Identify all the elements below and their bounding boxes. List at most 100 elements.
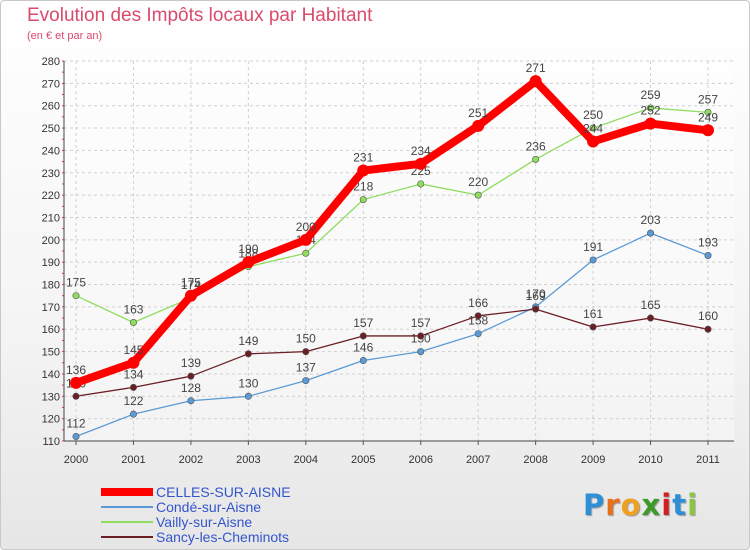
y-tick-label: 270 — [42, 78, 60, 90]
data-label: 231 — [353, 151, 373, 165]
data-point — [242, 256, 255, 269]
y-tick-label: 220 — [42, 190, 60, 202]
data-point — [72, 433, 80, 441]
data-label: 163 — [123, 303, 143, 317]
y-tick-label: 120 — [42, 414, 60, 426]
data-point — [414, 157, 427, 170]
y-tick-label: 200 — [42, 235, 60, 247]
data-label: 203 — [641, 213, 661, 227]
data-point — [129, 410, 137, 418]
y-tick-label: 110 — [42, 436, 60, 448]
data-point — [704, 108, 712, 116]
x-tick-label: 2001 — [121, 454, 145, 466]
legend-item: Sancy-les-Cheminots — [101, 530, 361, 545]
data-label: 128 — [181, 381, 201, 395]
x-tick-label: 2009 — [581, 454, 605, 466]
data-point — [589, 323, 597, 331]
data-point — [472, 119, 485, 132]
data-label: 112 — [66, 417, 85, 431]
data-label: 249 — [698, 110, 718, 124]
data-point — [302, 377, 310, 385]
y-tick-label: 250 — [42, 123, 60, 135]
legend-label: Condé-sur-Aisne — [156, 499, 262, 515]
data-label: 150 — [296, 332, 316, 346]
data-point — [70, 376, 82, 389]
x-tick-label: 2011 — [696, 454, 720, 466]
data-label: 170 — [526, 287, 546, 301]
data-label: 250 — [583, 108, 603, 122]
data-label: 251 — [468, 106, 488, 120]
data-point — [359, 196, 367, 204]
legend-label: Sancy-les-Cheminots — [156, 529, 290, 545]
data-point — [589, 124, 597, 132]
data-label: 244 — [583, 121, 603, 135]
data-label: 218 — [353, 180, 373, 194]
proxiti-logo: Proxiti — [583, 488, 698, 522]
data-point — [299, 233, 312, 246]
y-tick-label: 150 — [42, 347, 60, 359]
x-tick-label: 2004 — [294, 454, 318, 466]
data-point — [532, 305, 540, 313]
data-point — [474, 191, 482, 199]
y-tick-label: 210 — [42, 212, 60, 224]
data-point — [589, 256, 597, 264]
y-tick-label: 180 — [42, 280, 60, 292]
data-point — [704, 325, 712, 333]
chart-title: Evolution des Impôts locaux par Habitant — [27, 5, 373, 26]
data-point — [532, 155, 540, 163]
data-label: 166 — [468, 296, 488, 310]
data-label: 161 — [583, 307, 603, 321]
legend-item: Condé-sur-Aisne — [101, 500, 361, 515]
data-point — [72, 392, 80, 400]
data-point — [244, 392, 252, 400]
data-point — [417, 348, 425, 356]
x-tick-label: 2010 — [638, 454, 662, 466]
data-label: 157 — [353, 316, 373, 330]
legend-swatch — [101, 536, 153, 538]
data-label: 137 — [296, 361, 316, 375]
data-point — [702, 124, 714, 137]
data-label: 236 — [526, 139, 546, 153]
data-label: 257 — [698, 92, 718, 106]
x-tick-label: 2006 — [408, 454, 432, 466]
data-label: 234 — [411, 144, 431, 158]
data-point — [184, 289, 197, 302]
data-label: 271 — [526, 61, 546, 75]
data-label: 193 — [698, 235, 718, 249]
data-label: 220 — [468, 175, 488, 189]
data-point — [357, 164, 370, 177]
data-label: 165 — [641, 298, 661, 312]
y-tick-label: 240 — [42, 145, 60, 157]
data-label: 190 — [238, 242, 258, 256]
legend-swatch — [101, 521, 153, 523]
legend-label: Vailly-sur-Aisne — [156, 514, 253, 530]
data-label: 191 — [583, 240, 603, 254]
data-point — [302, 249, 310, 257]
data-label: 130 — [238, 376, 258, 390]
logo-letter: x — [641, 488, 662, 522]
legend-item: Vailly-sur-Aisne — [101, 515, 361, 530]
data-label: 134 — [123, 367, 143, 381]
data-point — [647, 104, 655, 112]
logo-letter: i — [661, 488, 673, 522]
data-point — [187, 372, 195, 380]
legend-swatch — [101, 488, 153, 496]
series-line-1 — [75, 232, 709, 438]
data-label: 136 — [66, 363, 86, 377]
logo-letter: r — [605, 488, 621, 522]
data-label: 252 — [641, 104, 661, 118]
data-label: 175 — [66, 276, 86, 290]
x-tick-label: 2000 — [64, 454, 88, 466]
data-label: 175 — [181, 276, 201, 290]
data-label: 259 — [641, 88, 661, 102]
chart-subtitle: (en € et par an) — [27, 30, 103, 42]
data-label: 146 — [353, 341, 373, 355]
legend: CELLES-SUR-AISNE Condé-sur-Aisne Vailly-su… — [101, 485, 361, 545]
data-point — [244, 350, 252, 358]
logo-letter: t — [672, 488, 688, 522]
data-point — [129, 383, 137, 391]
plot-area — [64, 61, 734, 441]
y-tick-label: 260 — [42, 101, 60, 113]
y-tick-label: 170 — [42, 302, 60, 314]
